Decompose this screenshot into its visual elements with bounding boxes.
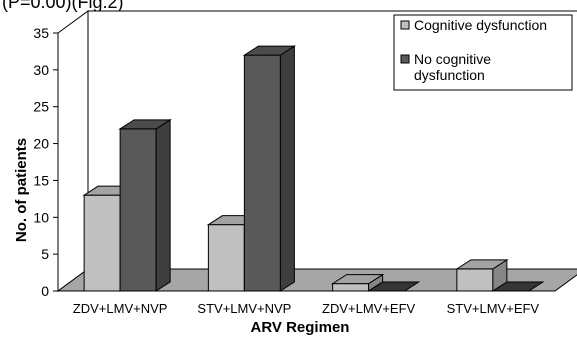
bar	[330, 273, 385, 292]
legend-label: No cognitive	[414, 51, 491, 67]
x-axis-categories: ZDV+LMV+NVP STV+LMV+NVP ZDV+LMV+EFV STV+LMV…	[73, 301, 540, 316]
y-axis-title: No. of patients	[13, 138, 30, 242]
bar	[366, 281, 421, 292]
y-tick-label: 0	[41, 283, 49, 299]
x-category-label: STV+LMV+NVP	[197, 301, 291, 316]
x-axis-title: ARV Regimen	[251, 319, 350, 336]
x-category-label: ZDV+LMV+EFV	[322, 301, 416, 316]
legend-swatch	[400, 54, 410, 64]
y-tick-label: 20	[33, 136, 49, 152]
legend-swatch	[400, 20, 410, 30]
y-tick-label: 35	[33, 25, 49, 41]
y-tick-label: 30	[33, 62, 49, 78]
y-tick-label: 10	[33, 209, 49, 225]
bar	[118, 118, 172, 292]
x-category-label: ZDV+LMV+NVP	[73, 301, 168, 316]
side-wall	[57, 10, 89, 292]
y-tick-label: 15	[33, 172, 49, 188]
bar	[491, 281, 545, 292]
bar	[242, 45, 297, 292]
y-tick-label: 25	[33, 99, 49, 115]
legend-item: Cognitive dysfunction	[400, 17, 547, 33]
legend-label: Cognitive dysfunction	[414, 17, 547, 33]
legend-label: dysfunction	[414, 67, 485, 83]
legend: Cognitive dysfunction No cognitivedysfunc…	[393, 14, 573, 91]
y-tick-label: 5	[41, 246, 49, 262]
figure-caption: (P=0.00)(Fig.2)	[2, 0, 124, 12]
bars	[82, 45, 545, 292]
x-category-label: STV+LMV+EFV	[447, 301, 540, 316]
legend-box	[393, 14, 573, 91]
y-axis-ticks: 0 5 10 15 20 25 30 35	[33, 25, 58, 299]
bar	[455, 258, 509, 292]
